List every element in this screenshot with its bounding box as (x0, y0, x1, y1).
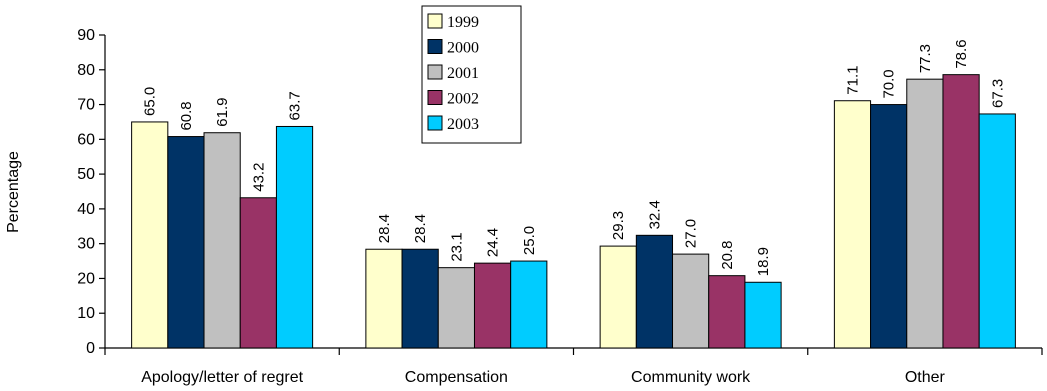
bar-apology-letter-of-regret-2000 (167, 136, 205, 349)
bar-compensation-2000 (401, 248, 439, 349)
bar-community-work-1999 (599, 245, 637, 349)
x-category-label: Community work (631, 369, 751, 386)
x-category-label: Compensation (405, 369, 508, 386)
y-tick-label: 90 (77, 27, 95, 44)
data-label-compensation-1999: 28.4 (376, 214, 393, 243)
bar-community-work-2001 (672, 253, 710, 349)
data-label-apology-letter-of-regret-1999: 65.0 (142, 87, 159, 116)
legend-swatch-2000 (427, 39, 443, 54)
x-category-label: Apology/letter of regret (141, 369, 303, 386)
bars (131, 74, 1016, 349)
y-tick-label: 30 (77, 236, 95, 253)
data-label-other-1999: 71.1 (844, 66, 861, 95)
y-tick-label: 20 (77, 270, 95, 287)
legend: 1999 2000 2001 2002 2003 (421, 5, 522, 144)
bar-other-2003 (978, 113, 1016, 349)
bar-compensation-2002 (473, 262, 512, 349)
data-label-community-work-1999: 29.3 (610, 211, 627, 240)
bar-other-2002 (942, 74, 980, 349)
y-axis-title: Percentage (5, 151, 22, 233)
data-label-apology-letter-of-regret-2002: 43.2 (250, 163, 267, 192)
bar-community-work-2002 (708, 275, 746, 349)
bar-compensation-1999 (365, 248, 403, 349)
legend-swatch-2003 (427, 115, 443, 131)
legend-swatch-2002 (427, 90, 443, 105)
bar-apology-letter-of-regret-2001 (203, 132, 241, 349)
bar-apology-letter-of-regret-1999 (131, 121, 169, 349)
bar-apology-letter-of-regret-2003 (275, 125, 314, 349)
legend-label-2003: 2003 (447, 116, 479, 133)
data-label-community-work-2002: 20.8 (719, 240, 736, 269)
data-label-compensation-2003: 25.0 (521, 226, 538, 255)
data-label-community-work-2001: 27.0 (683, 219, 700, 248)
y-tick-label: 50 (77, 166, 95, 183)
x-axis: Apology/letter of regret Compensation Comm… (104, 347, 1043, 386)
data-label-community-work-2003: 18.9 (755, 247, 772, 276)
data-label-other-2001: 77.3 (917, 44, 934, 73)
bar-compensation-2001 (437, 267, 475, 349)
data-label-apology-letter-of-regret-2000: 60.8 (178, 101, 195, 130)
y-tick-label: 80 (77, 62, 95, 79)
y-tick-label: 40 (77, 201, 95, 218)
legend-label-2000: 2000 (447, 40, 479, 57)
data-label-community-work-2000: 32.4 (646, 200, 663, 229)
data-label-compensation-2001: 23.1 (448, 232, 465, 261)
y-tick-label: 70 (77, 97, 95, 114)
data-label-other-2000: 70.0 (881, 69, 898, 98)
bar-community-work-2000 (635, 234, 674, 349)
bar-community-work-2003 (744, 281, 782, 349)
bar-other-2001 (906, 78, 944, 349)
legend-label-1999: 1999 (447, 14, 479, 31)
legend-swatch-1999 (427, 13, 443, 29)
y-tick-label: 0 (86, 340, 95, 357)
bar-apology-letter-of-regret-2002 (239, 197, 277, 349)
y-axis: 0 10 20 30 40 50 60 70 80 90 (77, 27, 106, 357)
x-category-label: Other (905, 369, 946, 386)
legend-label-2002: 2002 (447, 91, 479, 108)
y-tick-label: 60 (77, 131, 95, 148)
bar-other-2000 (870, 104, 908, 349)
data-label-apology-letter-of-regret-2001: 61.9 (214, 98, 231, 127)
bar-compensation-2003 (510, 260, 548, 349)
data-label-apology-letter-of-regret-2003: 63.7 (287, 91, 304, 120)
data-label-compensation-2002: 24.4 (485, 228, 502, 257)
y-tick-label: 10 (77, 305, 95, 322)
data-label-other-2003: 67.3 (989, 79, 1006, 108)
data-labels: 65.0 60.8 61.9 43.2 63.7 28.4 28.4 23.1 24.4 25.0… (142, 39, 1007, 276)
data-label-compensation-2000: 28.4 (412, 214, 429, 243)
bar-other-1999 (833, 100, 872, 349)
legend-label-2001: 2001 (447, 65, 479, 82)
legend-swatch-2001 (427, 64, 443, 80)
data-label-other-2002: 78.6 (953, 39, 970, 68)
